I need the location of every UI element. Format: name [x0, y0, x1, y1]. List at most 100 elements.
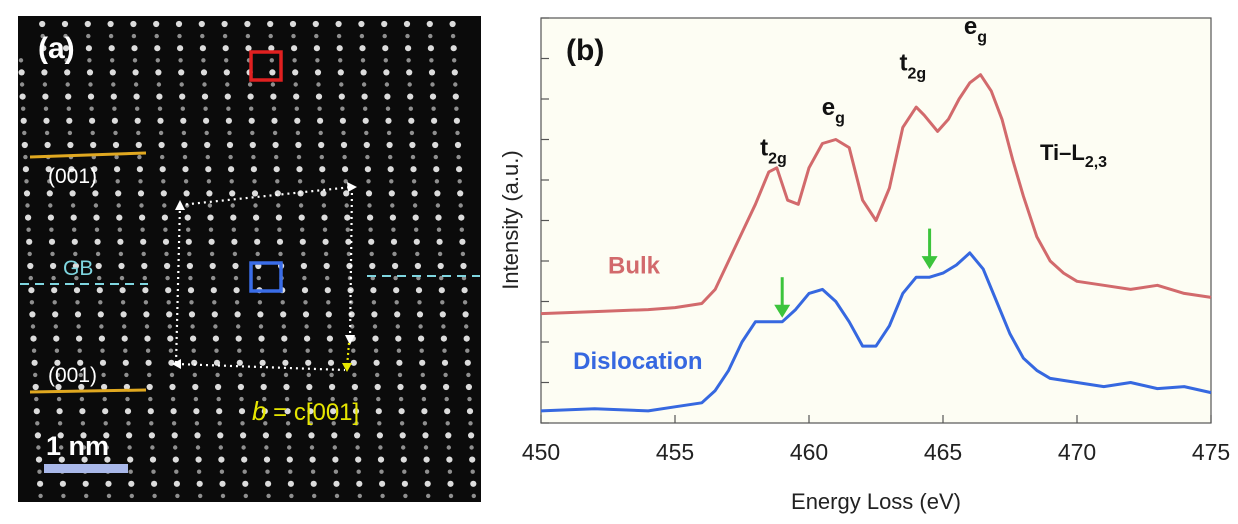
atom-column: [158, 141, 165, 149]
atom-column: [328, 348, 333, 353]
atom-column: [437, 251, 443, 257]
atom-column: [80, 432, 87, 439]
atom-column: [145, 359, 152, 366]
atom-column: [270, 82, 276, 87]
atom-column: [251, 154, 256, 160]
atom-column: [269, 69, 276, 76]
atom-column: [335, 20, 342, 28]
atom-column: [115, 179, 120, 184]
atom-column: [389, 179, 394, 184]
atom-column: [277, 227, 282, 232]
shoulder-arrows: [774, 228, 938, 318]
plane-line-bottom: [29, 388, 147, 394]
atom-column: [244, 20, 251, 28]
atom-column: [102, 396, 107, 402]
atom-column: [92, 190, 99, 197]
atom-column: [467, 396, 472, 402]
atom-column: [453, 117, 460, 124]
atom-column: [376, 396, 381, 402]
atom-column: [131, 33, 137, 39]
atom-column: [210, 287, 217, 294]
atom-column: [96, 287, 103, 294]
atom-column: [127, 456, 134, 463]
atom-column: [257, 311, 264, 318]
atom-column: [208, 227, 214, 232]
atom-column: [259, 348, 265, 353]
atom-column: [454, 106, 459, 111]
atom-column: [235, 335, 242, 342]
atom-column: [309, 456, 316, 463]
atom-column: [253, 203, 258, 208]
atom-column: [442, 348, 447, 353]
atom-column: [204, 130, 209, 136]
atom-column: [132, 58, 138, 63]
series-labels: Bulk Dislocation: [573, 253, 702, 375]
atom-column: [399, 421, 405, 426]
atom-column: [280, 311, 287, 318]
burgers-circuit: [174, 185, 354, 372]
atom-column: [140, 227, 145, 232]
atom-column: [51, 287, 58, 294]
atom-column: [363, 141, 370, 149]
atom-column: [154, 33, 159, 39]
atom-column: [245, 45, 252, 52]
atom-column: [139, 214, 146, 221]
atom-column: [86, 69, 94, 76]
atom-column: [355, 445, 360, 450]
atom-column: [275, 214, 282, 221]
atom-column: [330, 408, 337, 415]
atom-column: [117, 227, 123, 232]
x-tick-label: 475: [1192, 439, 1230, 465]
atom-column: [295, 141, 302, 149]
atom-column: [413, 238, 420, 245]
atom-column: [218, 456, 225, 463]
series-line-bulk: [540, 73, 1212, 316]
atom-column: [288, 469, 293, 474]
atom-column: [164, 251, 169, 257]
atom-column: [464, 359, 471, 366]
atom-column: [18, 69, 25, 76]
x-tick-label: 465: [924, 439, 962, 465]
atom-column: [89, 117, 96, 124]
atom-column: [193, 396, 199, 402]
atom-column: [77, 348, 82, 353]
atom-column: [423, 456, 430, 463]
atom-column: [429, 58, 434, 63]
atom-column: [173, 480, 180, 487]
atom-column: [403, 493, 408, 499]
atom-column: [271, 117, 278, 124]
atom-column: [57, 432, 64, 439]
atom-column: [407, 93, 414, 100]
atom-column: [122, 359, 129, 366]
atom-column: [168, 359, 175, 366]
atom-column: [112, 106, 117, 111]
atom-column: [388, 190, 395, 197]
atom-column: [231, 238, 238, 245]
atom-column: [255, 251, 260, 257]
atom-column: [371, 311, 378, 318]
atom-column: [124, 408, 132, 415]
atom-column: [41, 69, 48, 76]
atom-column: [84, 20, 91, 28]
atom-column: [44, 130, 50, 136]
atom-column: [333, 469, 339, 474]
atom-column: [139, 203, 144, 208]
atom-column: [50, 251, 55, 257]
atom-column: [184, 214, 191, 221]
atom-column: [260, 383, 267, 391]
atom-column: [85, 45, 92, 52]
atom-column: [321, 214, 328, 221]
atom-column: [200, 69, 208, 76]
atom-column: [333, 480, 340, 487]
atom-column: [208, 238, 215, 245]
atom-column: [241, 456, 248, 463]
atom-column: [23, 190, 31, 197]
atom-column: [274, 154, 279, 160]
atom-column: [343, 190, 350, 197]
atom-column: [209, 262, 216, 270]
atom-column: [114, 166, 121, 173]
atom-column: [111, 117, 118, 124]
atom-column: [327, 324, 332, 329]
atom-column: [293, 82, 298, 87]
atom-column: [471, 493, 476, 499]
